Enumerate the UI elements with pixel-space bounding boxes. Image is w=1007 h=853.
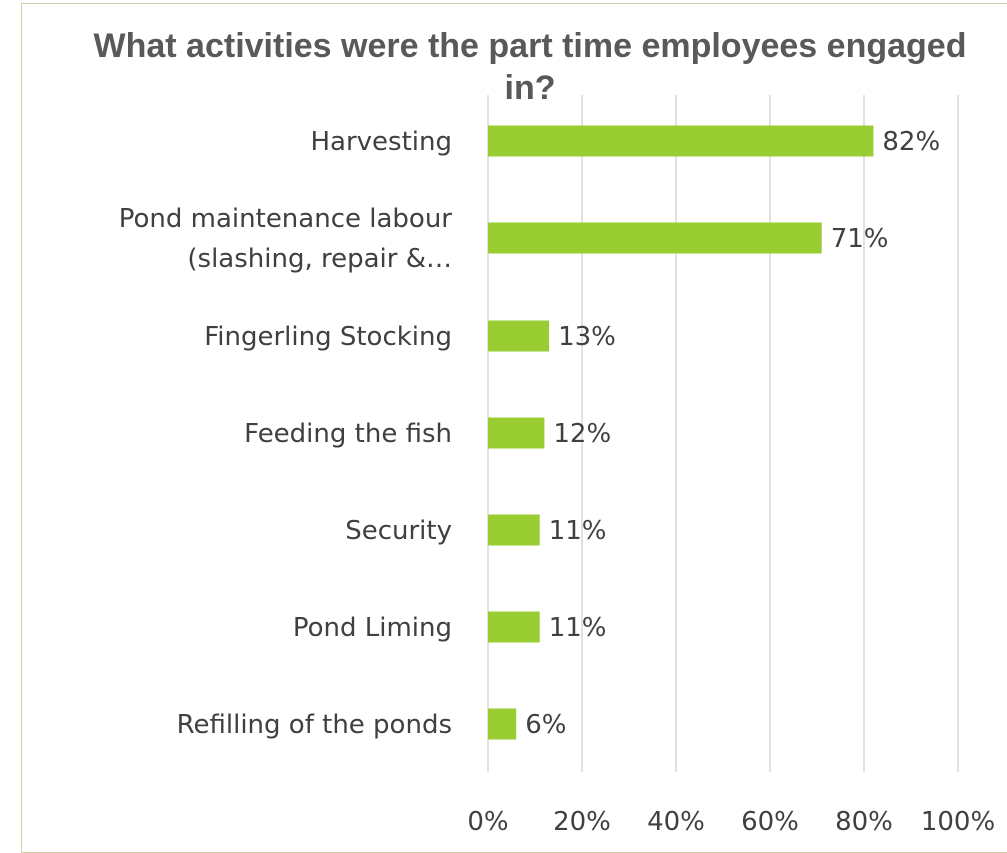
x-tick-label: 80% [835, 807, 893, 837]
category-label: Pond maintenance labour (slashing, repair… [119, 204, 453, 274]
category-label-line: (slashing, repair &… [187, 244, 452, 274]
bar [488, 320, 550, 352]
category-label-line: Pond maintenance labour [119, 204, 453, 234]
chart-title: What activities were the part time emplo… [93, 27, 967, 107]
category-label-line: Pond Liming [293, 613, 452, 643]
x-tick-label: 0% [467, 807, 508, 837]
category-label-line: Harvesting [310, 127, 452, 157]
category-label-line: Feeding the fish [244, 419, 452, 449]
data-label: 11% [549, 613, 607, 643]
x-tick-label: 20% [553, 807, 611, 837]
category-label: Feeding the fish [244, 419, 452, 449]
category-label: Harvesting [310, 127, 452, 157]
x-tick-label: 100% [921, 807, 995, 837]
x-tick-label: 40% [647, 807, 705, 837]
category-label-line: Security [345, 516, 452, 546]
data-label: 12% [553, 419, 611, 449]
data-label: 13% [558, 322, 616, 352]
data-label: 82% [882, 127, 940, 157]
x-tick-label: 60% [741, 807, 799, 837]
category-label: Fingerling Stocking [204, 322, 452, 352]
category-label-line: Fingerling Stocking [204, 322, 452, 352]
category-label: Pond Liming [293, 613, 452, 643]
bar [488, 514, 540, 546]
data-label: 6% [525, 710, 566, 740]
bar [488, 222, 822, 254]
category-label: Refilling of the ponds [177, 710, 452, 740]
category-label-line: Refilling of the ponds [177, 710, 452, 740]
data-label: 11% [549, 516, 607, 546]
data-label: 71% [831, 224, 889, 254]
bar [488, 611, 540, 643]
bar [488, 125, 874, 157]
bar [488, 417, 545, 449]
bar [488, 708, 517, 740]
category-label: Security [345, 516, 452, 546]
